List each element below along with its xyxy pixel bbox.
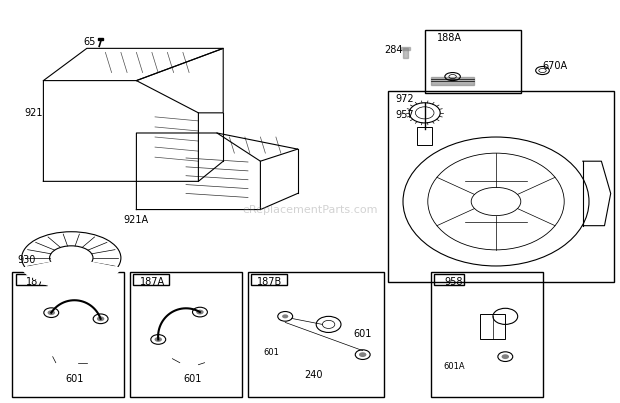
Bar [388, 91, 614, 282]
Bar [403, 48, 408, 58]
Text: 601: 601 [183, 374, 202, 384]
Bar [98, 38, 103, 40]
Circle shape [48, 310, 55, 315]
Text: 957: 957 [396, 110, 414, 120]
Circle shape [154, 337, 162, 342]
Text: 930: 930 [17, 255, 36, 265]
Circle shape [502, 354, 509, 359]
Text: 921A: 921A [124, 215, 149, 224]
Text: 670A: 670A [542, 62, 567, 71]
Bar [130, 272, 242, 397]
Text: 65: 65 [84, 37, 96, 47]
Bar [16, 274, 46, 285]
Text: 601: 601 [264, 348, 280, 357]
Text: 187: 187 [26, 277, 45, 287]
Text: 187B: 187B [257, 277, 283, 287]
Text: 601: 601 [65, 374, 84, 384]
Bar [434, 274, 464, 285]
Circle shape [97, 316, 104, 321]
Circle shape [359, 352, 366, 357]
Bar [12, 272, 124, 397]
Text: eReplacementParts.com: eReplacementParts.com [242, 205, 378, 214]
Bar [248, 272, 384, 397]
Text: 284: 284 [384, 46, 403, 55]
Circle shape [282, 314, 288, 318]
Text: 972: 972 [396, 94, 414, 104]
Text: 601: 601 [353, 330, 372, 339]
Bar [251, 274, 287, 285]
Bar [417, 127, 432, 145]
Bar [431, 77, 474, 85]
Text: 601A: 601A [444, 362, 465, 371]
Bar [480, 314, 505, 339]
Polygon shape [22, 261, 121, 288]
Text: 921: 921 [25, 108, 43, 118]
Bar [425, 30, 521, 93]
Text: 187A: 187A [140, 277, 165, 287]
Text: 958: 958 [445, 277, 463, 287]
Circle shape [196, 310, 203, 314]
Bar [431, 272, 542, 397]
Bar [401, 47, 410, 50]
Bar [133, 274, 169, 285]
Text: 240: 240 [304, 370, 322, 380]
Text: 188A: 188A [437, 33, 462, 43]
